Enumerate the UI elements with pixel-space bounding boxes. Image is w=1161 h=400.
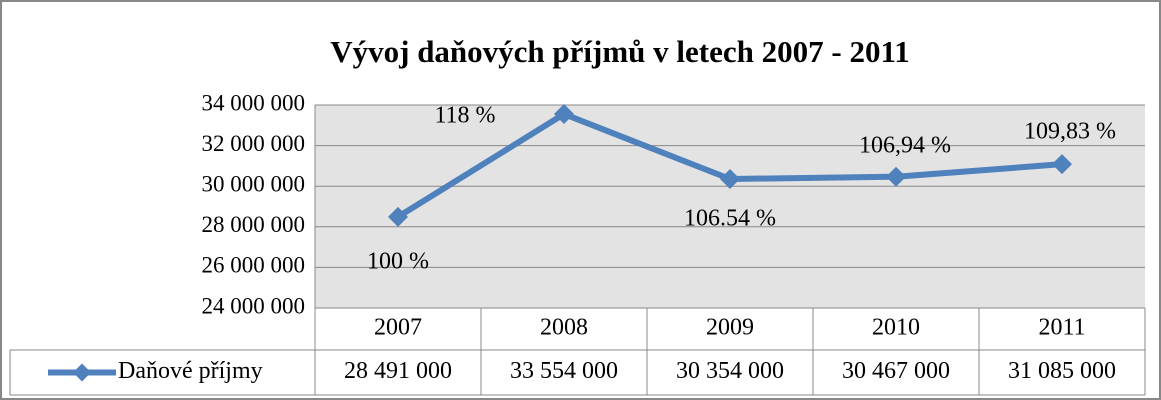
y-tick-label: 26 000 000	[202, 253, 306, 278]
table-value: 31 085 000	[1008, 358, 1116, 384]
legend-marker	[73, 363, 91, 382]
y-tick-label: 28 000 000	[202, 212, 306, 237]
x-tick-label: 2010	[872, 315, 920, 341]
table-value: 30 354 000	[676, 358, 784, 384]
y-tick-label: 30 000 000	[202, 171, 306, 196]
legend-label: Daňové příjmy	[118, 358, 263, 384]
marker	[1052, 154, 1072, 175]
annotation: 109,83 %	[1024, 119, 1116, 145]
plot-area	[315, 105, 1145, 308]
x-tick-label: 2007	[374, 315, 422, 341]
annotation: 100 %	[367, 249, 429, 275]
marker	[720, 169, 740, 190]
annotation: 106.54 %	[684, 206, 776, 232]
y-tick-label: 32 000 000	[202, 131, 306, 156]
y-tick-label: 34 000 000	[202, 90, 306, 115]
chart-title: Vývoj daňových příjmů v letech 2007 - 20…	[330, 34, 910, 69]
table-value: 30 467 000	[842, 358, 950, 384]
x-tick-label: 2011	[1038, 315, 1085, 341]
marker	[554, 104, 574, 125]
table-value: 28 491 000	[344, 358, 452, 384]
annotation: 118 %	[434, 103, 495, 129]
marker	[388, 206, 408, 227]
x-tick-label: 2008	[540, 315, 588, 341]
y-tick-label: 24 000 000	[202, 293, 306, 318]
annotation: 106,94 %	[859, 133, 951, 159]
table-value: 33 554 000	[510, 358, 618, 384]
x-tick-label: 2009	[706, 315, 754, 341]
marker	[886, 166, 906, 187]
